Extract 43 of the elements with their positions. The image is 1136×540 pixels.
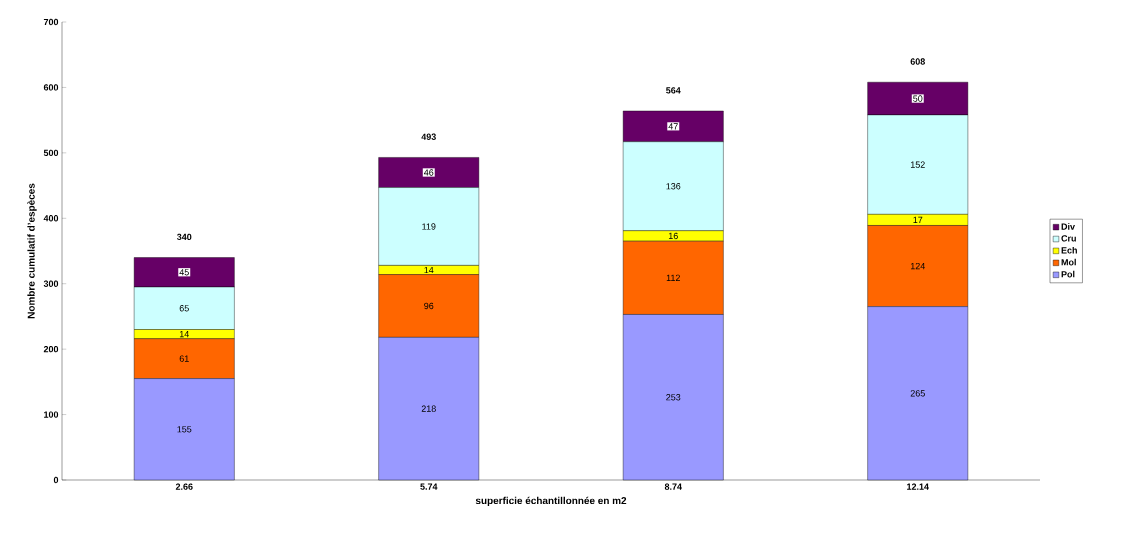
total-label: 493: [421, 133, 436, 140]
legend-label: Ech: [1061, 246, 1077, 254]
data-label: 65: [179, 305, 189, 312]
total-label: 340: [176, 233, 192, 241]
data-label: 14: [424, 266, 434, 274]
x-tick-label: 8.74: [664, 483, 682, 490]
data-label: 61: [179, 355, 189, 362]
y-tick-label: 200: [43, 345, 59, 353]
y-tick-label: 100: [44, 411, 59, 418]
total-label: 608: [910, 58, 925, 65]
y-tick-label: 0: [53, 476, 59, 484]
data-label: 253: [666, 394, 681, 401]
legend-label: Mol: [1061, 258, 1076, 266]
x-axis-title: superficie échantillonnée en m2: [475, 496, 627, 507]
data-label: 119: [422, 223, 436, 230]
legend-label: Cru: [1061, 235, 1076, 242]
legend-label: Pol: [1061, 270, 1075, 278]
y-tick-label: 500: [43, 149, 59, 157]
data-label: 152: [910, 161, 925, 168]
y-tick-label: 600: [43, 84, 59, 91]
data-label: 16: [668, 232, 678, 240]
data-label: 14: [179, 331, 189, 338]
data-label: 50: [913, 95, 923, 102]
data-label: 46: [423, 169, 434, 176]
x-tick-label: 12.14: [907, 483, 929, 490]
data-label: 47: [668, 123, 678, 130]
data-label: 17: [913, 216, 923, 223]
x-tick-label: 5.74: [420, 483, 438, 490]
data-label: 265: [910, 390, 925, 397]
y-tick-label: 700: [43, 18, 59, 26]
data-label: 124: [910, 262, 925, 270]
y-axis-title: Nombre cumulatif d’espèces: [27, 183, 37, 319]
data-label: 155: [177, 426, 192, 433]
legend-label: Div: [1061, 223, 1075, 230]
y-tick-label: 300: [43, 280, 59, 287]
data-label: 96: [424, 302, 434, 310]
x-tick-label: 2.66: [175, 483, 193, 490]
y-tick-label: 400: [43, 215, 59, 222]
data-label: 136: [666, 183, 681, 190]
total-label: 564: [666, 87, 681, 94]
data-label: 218: [421, 405, 436, 412]
data-label: 112: [666, 274, 680, 281]
data-label: 45: [179, 269, 189, 276]
